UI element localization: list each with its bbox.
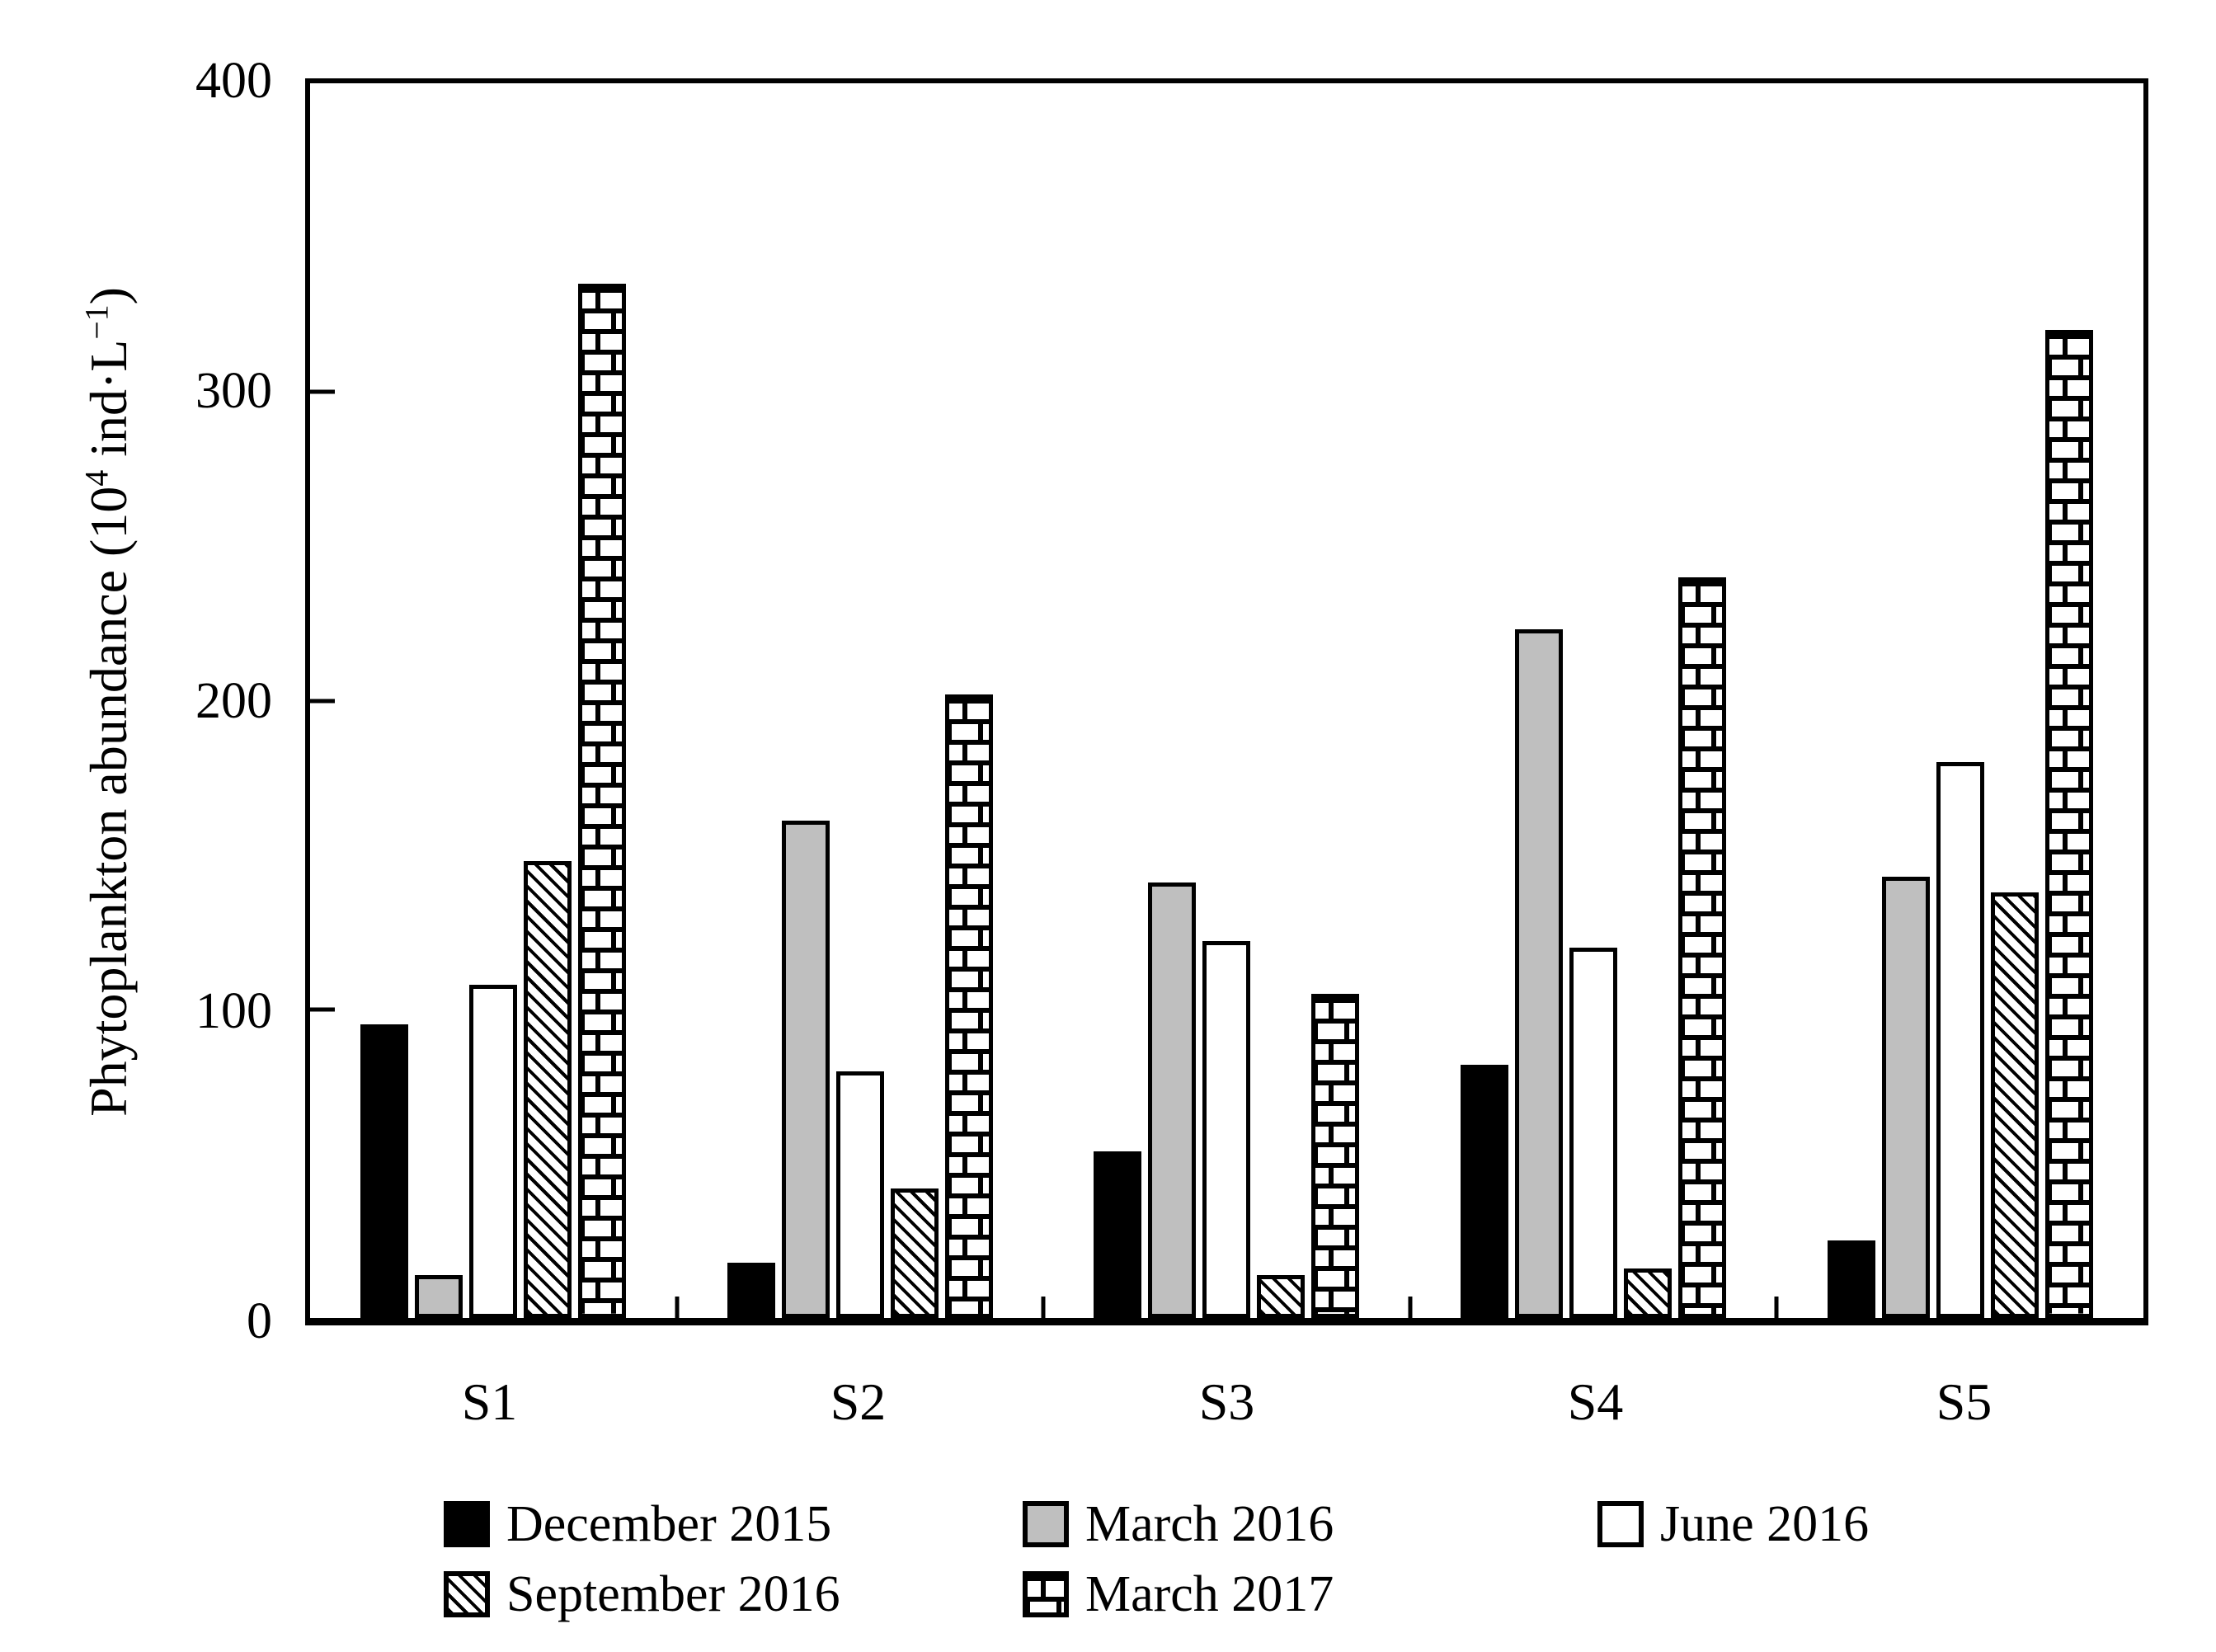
x-axis-label-s5: S5 bbox=[1936, 1372, 1993, 1431]
x-axis-boundary-tick bbox=[1408, 1297, 1413, 1318]
y-axis-tick-mark bbox=[310, 389, 335, 394]
x-axis-label-s4: S4 bbox=[1567, 1372, 1624, 1431]
legend-item-december-2015: December 2015 bbox=[444, 1498, 831, 1551]
bar-september-2016-s1 bbox=[524, 861, 572, 1318]
legend-label-september-2016: September 2016 bbox=[506, 1566, 840, 1622]
legend-item-march-2016: March 2016 bbox=[1023, 1498, 1334, 1551]
legend-item-september-2016: September 2016 bbox=[444, 1568, 840, 1621]
bar-group-s1 bbox=[310, 83, 677, 1318]
bar-march-2016-s4 bbox=[1515, 629, 1564, 1318]
bar-march-2017-s2 bbox=[944, 694, 993, 1318]
x-axis-label-s2: S2 bbox=[830, 1372, 887, 1431]
bar-march-2016-s2 bbox=[781, 821, 830, 1318]
legend-label-june-2016: June 2016 bbox=[1660, 1496, 1870, 1552]
bar-june-2016-s3 bbox=[1202, 941, 1251, 1318]
y-axis-tick-label-200: 200 bbox=[195, 673, 272, 729]
bar-march-2017-s4 bbox=[1678, 577, 1727, 1318]
y-axis-tick-label-100: 100 bbox=[195, 983, 272, 1039]
bar-march-2016-s3 bbox=[1148, 882, 1197, 1318]
y-axis-tick-mark bbox=[310, 1007, 335, 1012]
legend-label-march-2017: March 2017 bbox=[1085, 1566, 1334, 1622]
bar-group-s5 bbox=[1776, 83, 2143, 1318]
bar-group-s2 bbox=[677, 83, 1044, 1318]
y-axis-tick-label-0: 0 bbox=[247, 1293, 272, 1349]
bar-june-2016-s5 bbox=[1936, 762, 1984, 1318]
bar-september-2016-s3 bbox=[1257, 1274, 1306, 1318]
y-axis-title-exponent: 4 bbox=[78, 469, 115, 487]
y-axis-tick-mark bbox=[310, 699, 335, 703]
legend-marker-june-2016 bbox=[1597, 1501, 1644, 1547]
bar-december-2015-s3 bbox=[1094, 1151, 1142, 1318]
bar-december-2015-s2 bbox=[727, 1262, 775, 1318]
bar-group-s3 bbox=[1043, 83, 1410, 1318]
legend-marker-september-2016 bbox=[444, 1571, 490, 1617]
x-axis-boundary-tick bbox=[675, 1297, 680, 1318]
y-axis-tick-label-300: 300 bbox=[195, 363, 272, 419]
bar-december-2015-s5 bbox=[1827, 1240, 1875, 1318]
bar-group-s4 bbox=[1410, 83, 1777, 1318]
legend-label-december-2015: December 2015 bbox=[506, 1496, 832, 1552]
bar-march-2017-s5 bbox=[2044, 330, 2093, 1318]
x-axis-label-s3: S3 bbox=[1198, 1372, 1255, 1431]
x-axis-boundary-tick bbox=[1041, 1297, 1046, 1318]
bar-june-2016-s1 bbox=[469, 984, 518, 1318]
y-axis-tick-label-400: 400 bbox=[195, 53, 272, 109]
bar-december-2015-s4 bbox=[1461, 1065, 1509, 1318]
bar-march-2017-s1 bbox=[578, 284, 627, 1318]
legend-marker-december-2015 bbox=[444, 1501, 490, 1547]
legend-label-march-2016: March 2016 bbox=[1085, 1496, 1334, 1552]
bar-september-2016-s2 bbox=[890, 1188, 939, 1318]
bar-september-2016-s4 bbox=[1624, 1268, 1673, 1318]
x-axis-boundary-tick bbox=[1774, 1297, 1779, 1318]
legend-item-june-2016: June 2016 bbox=[1597, 1498, 1869, 1551]
y-axis-title-close: ) bbox=[79, 287, 138, 305]
y-axis-title-exponent-2: −1 bbox=[78, 304, 115, 340]
bar-march-2016-s5 bbox=[1881, 876, 1930, 1318]
legend-marker-march-2016 bbox=[1023, 1501, 1069, 1547]
plot-area bbox=[305, 78, 2148, 1325]
legend-marker-march-2017 bbox=[1023, 1571, 1069, 1617]
bar-june-2016-s2 bbox=[835, 1071, 884, 1318]
bar-september-2016-s5 bbox=[1990, 892, 2039, 1318]
bar-december-2015-s1 bbox=[360, 1024, 409, 1318]
legend-item-march-2017: March 2017 bbox=[1023, 1568, 1334, 1621]
bar-march-2017-s3 bbox=[1311, 994, 1360, 1318]
bar-march-2016-s1 bbox=[415, 1274, 463, 1318]
bar-june-2016-s4 bbox=[1569, 947, 1618, 1318]
x-axis-label-s1: S1 bbox=[461, 1372, 518, 1431]
